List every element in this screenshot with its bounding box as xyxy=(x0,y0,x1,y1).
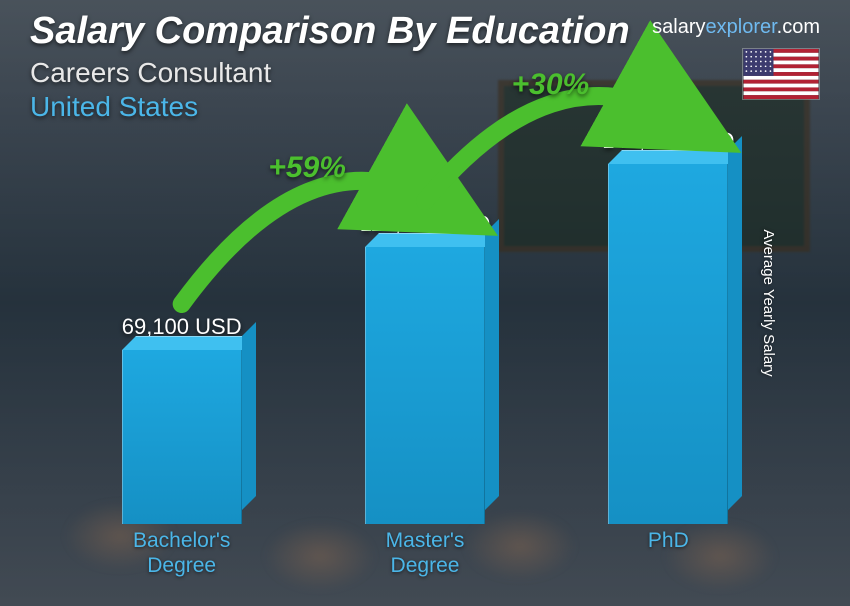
site-watermark: salaryexplorer.com xyxy=(652,16,820,39)
bar-3d xyxy=(608,164,728,524)
site-part2: explorer xyxy=(706,16,777,38)
chart-subtitle: Careers Consultant xyxy=(30,57,820,89)
bar-group: 143,000 USD xyxy=(548,128,789,524)
bar-chart: 69,100 USD110,000 USD143,000 USD Bachelo… xyxy=(60,100,790,580)
site-part1: salary xyxy=(652,16,705,38)
x-axis-label: Master'sDegree xyxy=(305,528,546,580)
bar-3d xyxy=(122,350,242,524)
bar-3d xyxy=(365,247,485,524)
bars-container: 69,100 USD110,000 USD143,000 USD xyxy=(60,124,790,524)
x-labels-container: Bachelor'sDegreeMaster'sDegreePhD xyxy=(60,528,790,580)
us-flag-icon xyxy=(742,48,820,100)
country-label: United States xyxy=(30,91,820,123)
bar-group: 110,000 USD xyxy=(305,211,546,524)
x-axis-label: PhD xyxy=(548,528,789,580)
x-axis-label: Bachelor'sDegree xyxy=(61,528,302,580)
site-part3: .com xyxy=(777,16,820,38)
y-axis-label: Average Yearly Salary xyxy=(760,229,777,376)
bar-group: 69,100 USD xyxy=(61,314,302,524)
